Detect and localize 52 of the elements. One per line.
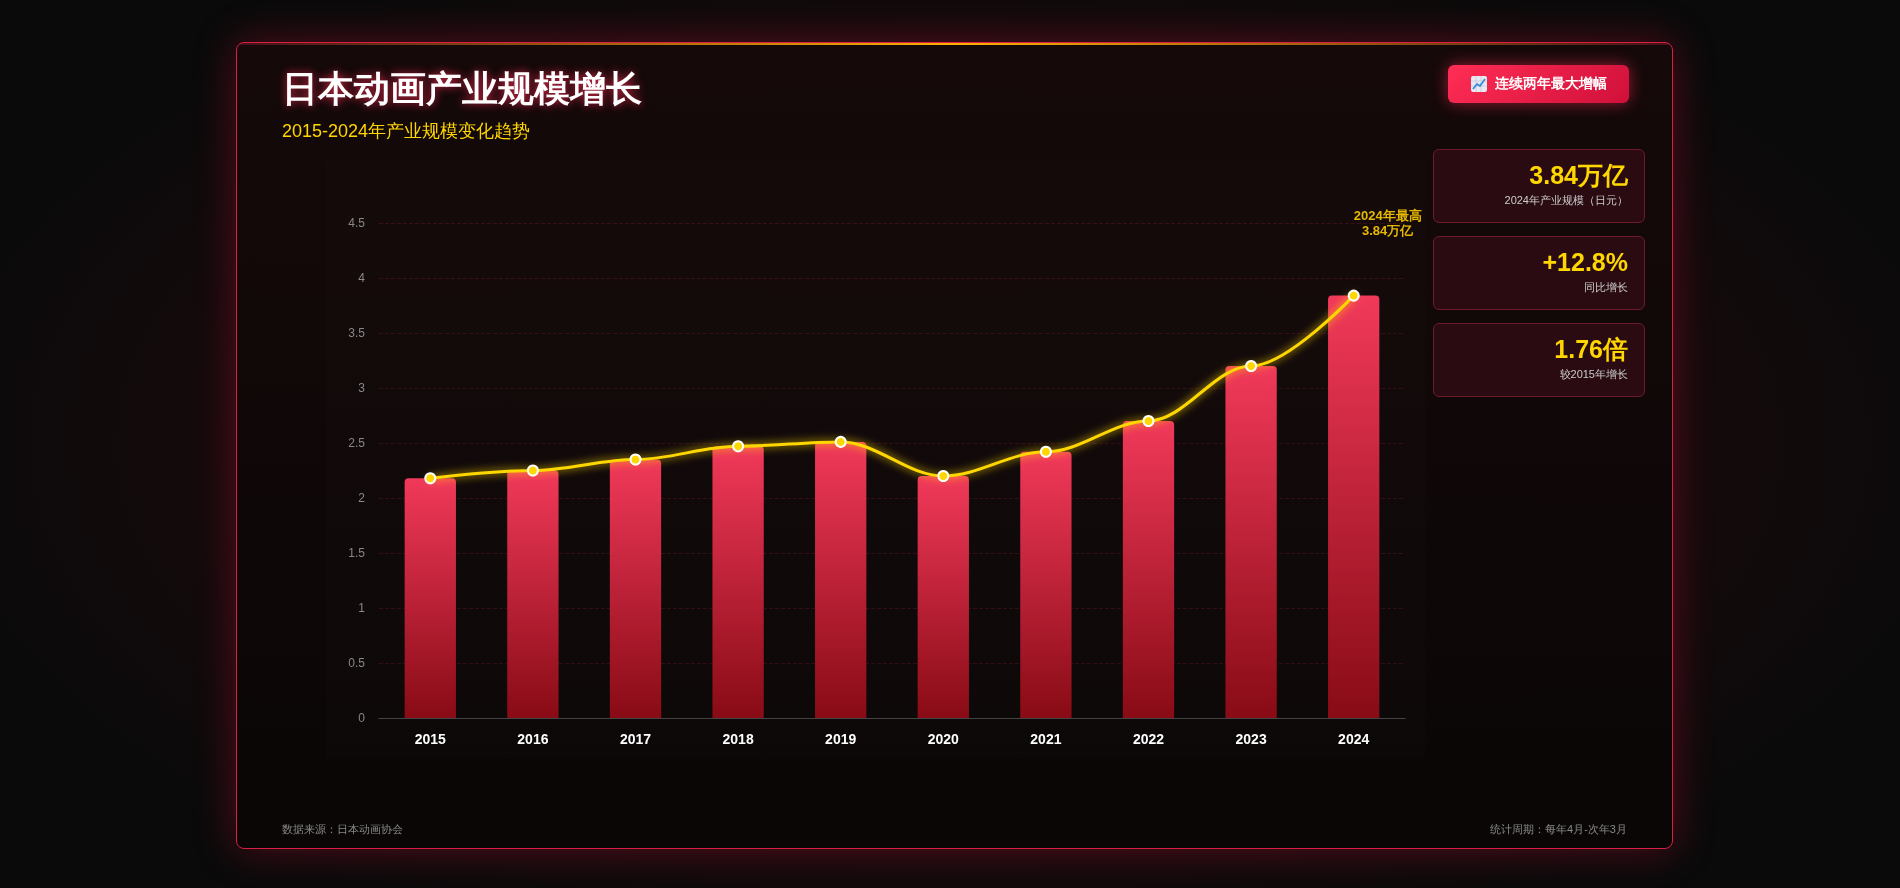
x-tick-label: 2017 bbox=[619, 731, 652, 747]
point bbox=[1347, 289, 1360, 302]
x-tick-label: 2015 bbox=[414, 731, 447, 747]
point bbox=[1039, 445, 1052, 458]
text: 1.76倍 bbox=[1553, 334, 1628, 364]
point bbox=[424, 472, 437, 485]
point bbox=[526, 464, 539, 477]
bar bbox=[507, 470, 559, 718]
point bbox=[629, 453, 642, 466]
text: 2024年产业规模（日元） bbox=[1503, 193, 1628, 208]
annotation: 2024年最高 3.84万亿 bbox=[1353, 207, 1422, 238]
chart-subtitle: 2015-2024年产业规模变化趋势 bbox=[282, 120, 531, 143]
text: 统计周期：每年4月-次年3月 bbox=[1490, 822, 1627, 837]
y-tick-label: 0.5 bbox=[348, 656, 366, 670]
bar bbox=[1122, 421, 1175, 718]
bar bbox=[404, 478, 456, 718]
y-tick-label: 4.5 bbox=[348, 216, 366, 230]
source-note: 数据来源：日本动画协会 bbox=[282, 822, 403, 837]
point bbox=[1142, 415, 1155, 427]
point bbox=[834, 435, 847, 448]
text: 较2015年增长 bbox=[1558, 367, 1628, 382]
y-tick-label: 1.5 bbox=[348, 546, 366, 560]
y-tick-label: 2.5 bbox=[348, 436, 366, 450]
bar bbox=[712, 446, 764, 718]
x-tick-label: 2019 bbox=[825, 731, 857, 747]
point bbox=[1245, 360, 1258, 372]
text: 3.84万亿 bbox=[1528, 160, 1628, 190]
x-tick-label: 2024 bbox=[1338, 731, 1370, 747]
bar bbox=[1020, 451, 1072, 718]
y-tick-label: 3.5 bbox=[348, 326, 366, 340]
text: 同比增长 bbox=[1583, 280, 1628, 295]
y-tick-label: 4 bbox=[358, 271, 366, 285]
x-tick-label: 2020 bbox=[927, 731, 960, 747]
x-tick-label: 2023 bbox=[1235, 731, 1267, 747]
text: 连续两年最大增幅 bbox=[1495, 75, 1607, 93]
bar bbox=[609, 459, 662, 718]
chart-title: 日本动画产业规模增长 bbox=[282, 67, 642, 111]
bar bbox=[1328, 295, 1380, 718]
x-tick-label: 2021 bbox=[1030, 731, 1062, 747]
point bbox=[937, 470, 950, 482]
bar bbox=[917, 476, 969, 718]
bar bbox=[815, 441, 867, 718]
y-tick-label: 2 bbox=[358, 491, 366, 505]
x-tick-label: 2018 bbox=[722, 731, 754, 747]
text: +12.8% bbox=[1541, 247, 1628, 277]
y-tick-label: 1 bbox=[358, 601, 366, 615]
point bbox=[732, 440, 745, 453]
bar bbox=[1225, 366, 1277, 718]
x-tick-label: 2016 bbox=[517, 731, 549, 747]
x-tick-label: 2022 bbox=[1132, 731, 1165, 747]
y-tick-label: 0 bbox=[358, 711, 366, 725]
y-tick-label: 3 bbox=[358, 381, 366, 395]
